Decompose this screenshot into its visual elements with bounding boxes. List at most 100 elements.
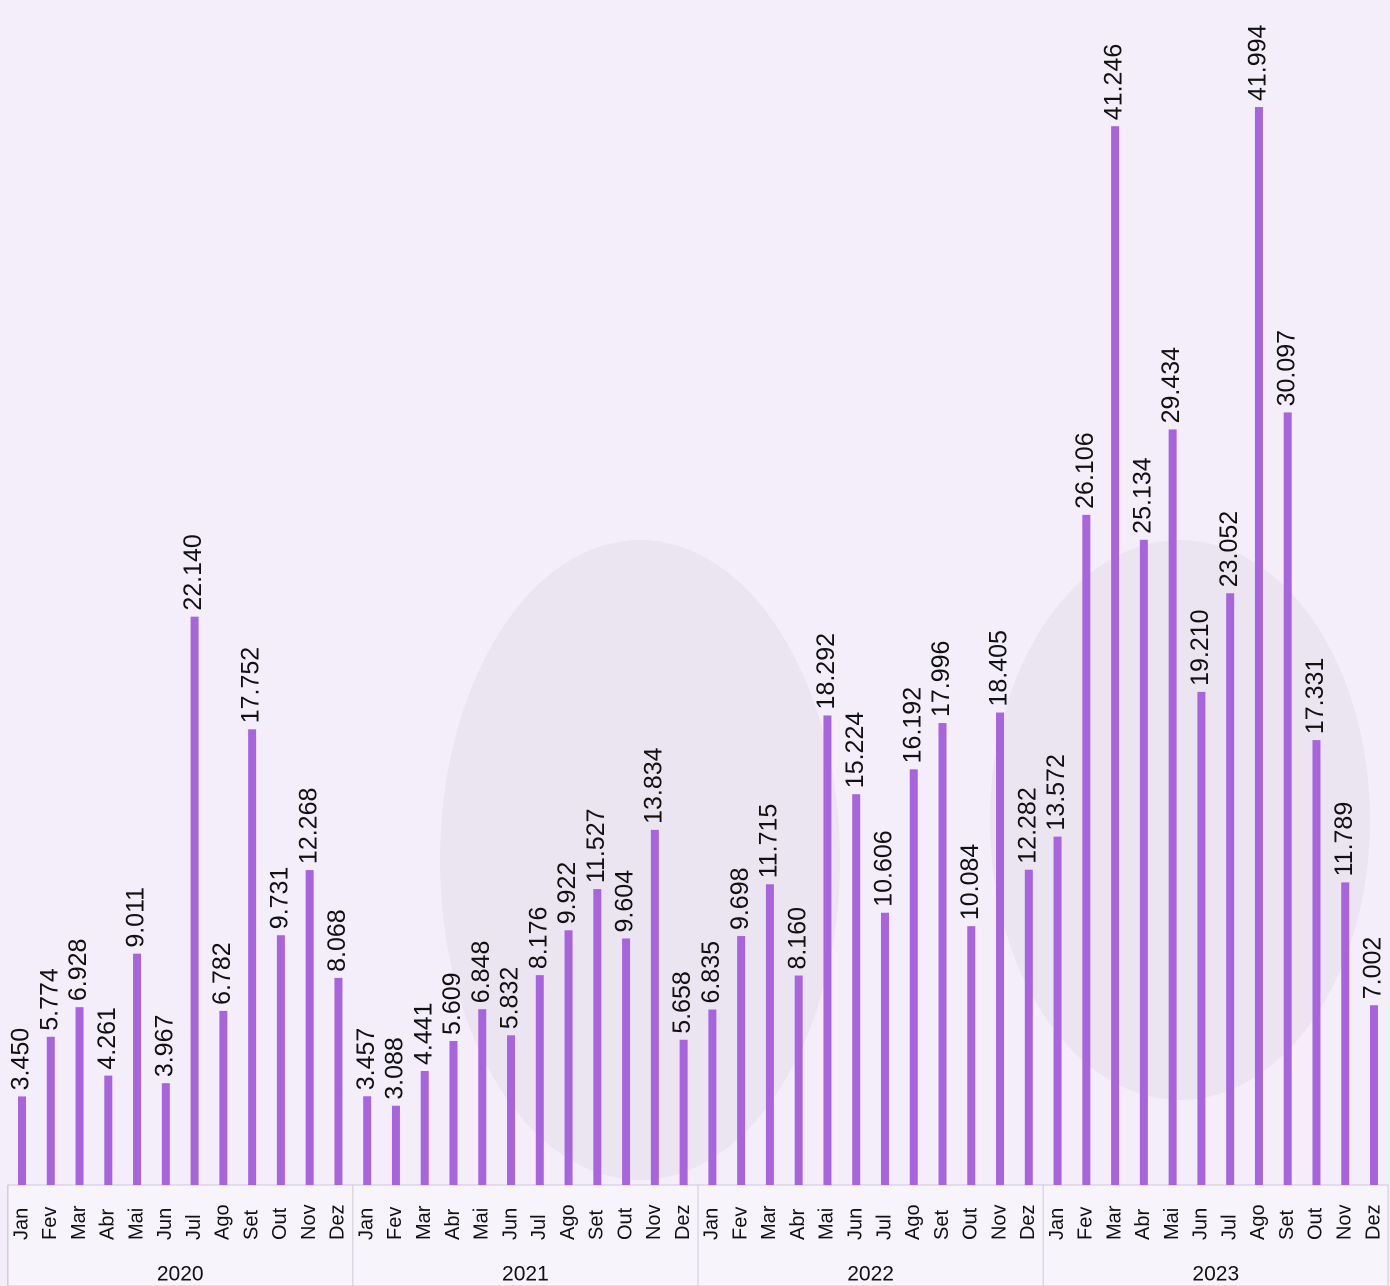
x-tick-label: Mar [413,1205,435,1240]
x-tick-label: Jan [701,1208,723,1240]
x-tick-label: Jan [355,1208,377,1240]
x-tick-label: Jul [873,1214,895,1240]
bar [47,1037,55,1185]
x-tick-label: Abr [442,1209,464,1240]
value-label: 11.789 [1330,802,1358,877]
x-tick-label: Jun [499,1208,521,1240]
value-label: 10.606 [870,830,898,906]
x-tick-label: Mar [1103,1205,1125,1240]
value-label: 13.834 [639,747,667,824]
value-label: 6.782 [208,942,236,1005]
bar [1370,1005,1378,1185]
bar [76,1007,84,1185]
value-label: 41.994 [1244,24,1272,101]
x-tick-label: Ago [557,1204,579,1240]
value-label: 9.922 [553,862,581,925]
bar [708,1010,716,1185]
bar [162,1083,170,1185]
x-tick-label: Fev [39,1207,61,1240]
bar [939,723,947,1185]
x-tick-label: Abr [97,1209,119,1240]
value-label: 17.752 [237,647,265,723]
value-label: 3.967 [150,1015,178,1078]
value-label: 10.084 [956,844,984,921]
bar [881,913,889,1185]
bar [1082,515,1090,1185]
x-tick-label: Jul [183,1214,205,1240]
bar [823,715,831,1185]
bar [421,1071,429,1185]
x-tick-label: Set [240,1210,262,1240]
bar [104,1076,112,1185]
group-label: 2020 [157,1263,204,1286]
bar [766,884,774,1185]
bar [565,930,573,1185]
bar [1025,870,1033,1185]
bar [680,1040,688,1185]
bar [392,1106,400,1185]
bar [593,889,601,1185]
bar [1341,882,1349,1185]
value-label: 19.210 [1186,609,1214,685]
value-label: 5.774 [35,968,63,1031]
value-label: 9.604 [611,870,639,933]
x-tick-label: Fev [1075,1207,1097,1240]
value-label: 9.011 [122,887,150,948]
x-tick-label: Abr [787,1209,809,1240]
bar [1197,692,1205,1185]
value-label: 3.450 [7,1028,35,1091]
value-label: 6.928 [64,939,92,1002]
bar [967,926,975,1185]
x-tick-label: Ago [212,1204,234,1240]
value-label: 23.052 [1215,511,1243,587]
value-label: 6.835 [697,941,725,1004]
bar [219,1011,227,1185]
x-tick-label: Jun [1190,1208,1212,1240]
value-label: 8.160 [783,907,811,970]
bar [1226,593,1234,1185]
x-tick-label: Nov [1334,1204,1356,1240]
x-tick-label: Fev [729,1207,751,1240]
bar [536,975,544,1185]
bar [507,1035,515,1185]
value-label: 5.658 [668,971,696,1034]
bar [334,978,342,1185]
value-label: 30.097 [1272,330,1300,406]
x-tick-label: Dez [327,1204,349,1240]
x-tick-label: Ago [1247,1204,1269,1240]
value-label: 3.088 [381,1037,409,1100]
x-tick-label: Out [269,1207,291,1240]
value-label: 8.176 [524,907,552,970]
bar [1312,740,1320,1185]
value-label: 22.140 [179,534,207,610]
bar [1255,107,1263,1185]
value-label: 12.282 [1013,787,1041,863]
bar [363,1096,371,1185]
group-label: 2022 [847,1263,894,1286]
x-tick-label: Dez [1362,1204,1384,1240]
x-tick-label: Jun [844,1208,866,1240]
x-tick-label: Mar [68,1205,90,1240]
x-tick-label: Jul [528,1214,550,1240]
value-label: 5.609 [438,972,466,1035]
value-label: 16.192 [898,687,926,763]
value-label: 9.731 [266,867,294,930]
bar [1111,126,1119,1185]
x-tick-label: Out [614,1207,636,1240]
bar [191,617,199,1185]
value-label: 17.996 [927,641,955,717]
x-tick-label: Jul [1218,1214,1240,1240]
x-tick-label: Nov [643,1204,665,1240]
bar [996,713,1004,1185]
x-tick-label: Mar [758,1205,780,1240]
group-label: 2021 [502,1263,549,1286]
value-label: 41.246 [1100,44,1128,120]
bar [622,938,630,1185]
x-tick-label: Jan [10,1208,32,1240]
value-label: 6.848 [467,941,495,1004]
bar [478,1009,486,1185]
x-tick-label: Fev [384,1207,406,1240]
group-label: 2023 [1192,1263,1239,1286]
x-tick-label: Mai [471,1208,493,1240]
x-tick-label: Set [1276,1210,1298,1240]
